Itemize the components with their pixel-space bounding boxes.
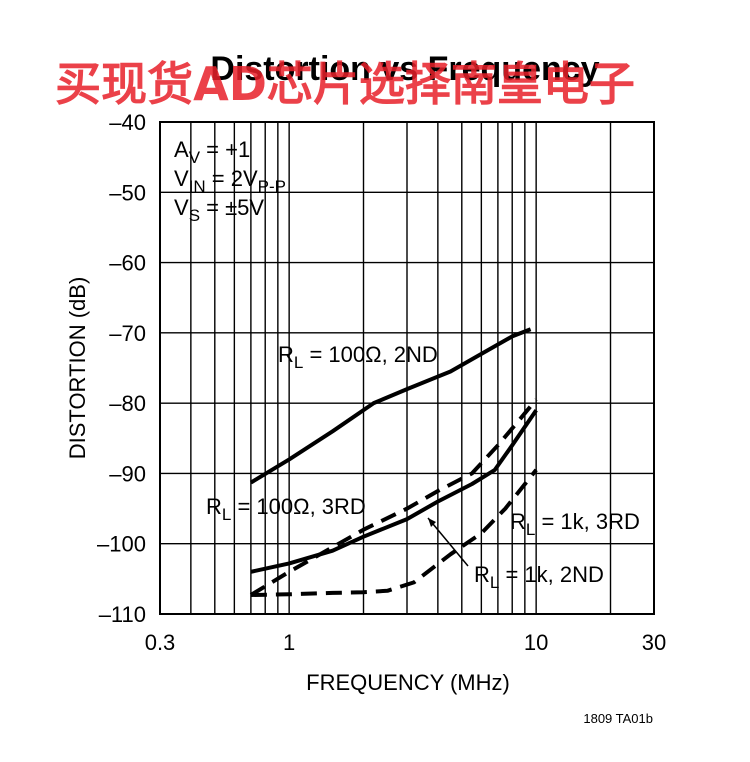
x-axis-label: FREQUENCY (MHz) <box>306 670 510 695</box>
x-tick-label: 0.3 <box>145 630 176 655</box>
leader-line-1k-2nd <box>427 517 469 567</box>
condition-vs: VS = ±5V <box>174 195 264 225</box>
chart-title: Distortion vs Frequency <box>210 50 599 88</box>
series-line-3 <box>250 409 538 574</box>
y-axis-label: DISTORTION (dB) <box>65 277 90 460</box>
x-tick-label: 10 <box>524 630 548 655</box>
grid-layer <box>159 121 655 615</box>
y-tick-label: –90 <box>109 461 146 486</box>
condition-vin: VIN = 2VP-P <box>174 166 286 196</box>
x-tick-label: 30 <box>642 630 666 655</box>
leader-arrowhead <box>428 518 436 527</box>
figure-id: 1809 TA01b <box>583 711 653 726</box>
watermark-text: 买现货AD芯片选择南皇电子 <box>55 57 635 111</box>
series-label-1k-2nd: RL = 1k, 2ND <box>474 562 604 592</box>
y-tick-label: –100 <box>97 532 146 557</box>
series-label-100ohm-2nd: RL = 100Ω, 2ND <box>278 342 438 372</box>
y-tick-label: –80 <box>109 391 146 416</box>
x-tick-label: 1 <box>283 630 295 655</box>
y-tick-label: –50 <box>109 180 146 205</box>
condition-av: AV = +1 <box>174 137 250 167</box>
plot-frame <box>159 121 655 615</box>
y-tick-label: –70 <box>109 321 146 346</box>
series-label-1k-3rd: RL = 1k, 3RD <box>510 509 640 539</box>
series-label-100ohm-3rd: RL = 100Ω, 3RD <box>206 494 366 524</box>
series-line-2 <box>249 398 538 597</box>
y-tick-label: –110 <box>99 602 146 627</box>
y-tick-label: –40 <box>109 110 146 135</box>
tick-label-layer: 0.3 1 10 30 –40 –50 –60 –70 –80 –90 –100 –110 <box>97 110 666 655</box>
series-line-4 <box>250 468 538 597</box>
y-tick-label: –60 <box>109 251 146 276</box>
series-layer <box>249 327 538 597</box>
series-line-1 <box>249 327 532 485</box>
